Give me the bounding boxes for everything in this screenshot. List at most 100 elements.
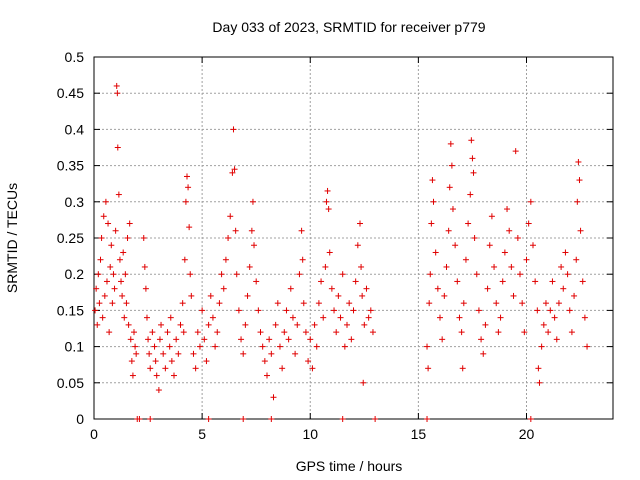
data-point: [98, 235, 105, 241]
data-point: [177, 321, 184, 328]
data-point: [574, 198, 581, 205]
x-tick-labels: 0 5 10 15 20: [90, 426, 534, 442]
data-point: [270, 394, 277, 401]
data-point: [251, 242, 258, 249]
data-point: [99, 314, 106, 321]
data-point: [111, 285, 118, 292]
data-point: [147, 365, 154, 372]
data-point: [96, 300, 103, 307]
data-point: [493, 300, 500, 307]
data-point: [300, 300, 307, 307]
data-point: [499, 278, 506, 285]
data-point: [365, 314, 372, 321]
data-point: [484, 285, 491, 292]
x-tick-label: 0: [90, 426, 98, 442]
data-point: [279, 365, 286, 372]
data-point: [501, 249, 508, 256]
data-point: [128, 358, 135, 365]
y-tick-label: 0.35: [57, 158, 84, 174]
data-point: [180, 329, 187, 336]
data-point: [235, 307, 242, 314]
y-tick-label: 0.25: [57, 230, 84, 246]
data-point: [182, 198, 189, 205]
y-tick-label: 0.05: [57, 375, 84, 391]
data-point: [446, 184, 453, 191]
data-point: [527, 198, 534, 205]
data-point: [201, 336, 208, 343]
data-point: [575, 158, 582, 165]
data-point: [129, 372, 136, 379]
data-point: [158, 321, 165, 328]
data-point: [437, 314, 443, 321]
data-point: [292, 350, 299, 357]
data-point: [517, 271, 524, 278]
y-tick-label: 0.1: [65, 339, 85, 355]
data-point: [119, 292, 126, 299]
data-point: [469, 155, 476, 162]
data-point: [350, 307, 357, 314]
data-point: [519, 300, 526, 307]
data-point: [160, 350, 167, 357]
data-point: [272, 321, 279, 328]
data-point: [311, 321, 318, 328]
data-point: [220, 285, 227, 292]
gridlines: [94, 57, 613, 419]
data-point: [358, 263, 365, 270]
data-point: [153, 372, 160, 379]
data-point: [268, 416, 275, 422]
data-point: [348, 336, 355, 343]
data-point: [229, 169, 236, 176]
data-point: [203, 358, 210, 365]
data-point: [106, 329, 113, 336]
data-point: [360, 379, 367, 386]
data-point: [214, 329, 221, 336]
data-point: [430, 198, 437, 205]
data-point: [205, 416, 212, 422]
data-point: [359, 292, 366, 299]
data-point: [225, 235, 232, 241]
data-point: [298, 227, 305, 234]
data-point: [549, 278, 556, 285]
data-point: [429, 177, 436, 184]
data-point: [187, 271, 194, 278]
data-point: [344, 321, 351, 328]
y-axis-label: SRMTID / TECUs: [4, 183, 20, 293]
data-point: [521, 329, 528, 336]
data-point: [261, 358, 268, 365]
data-point: [558, 263, 565, 270]
data-point: [307, 336, 314, 343]
data-point: [542, 300, 549, 307]
data-point: [568, 329, 575, 336]
data-point: [123, 300, 130, 307]
data-point: [372, 416, 379, 422]
data-point: [102, 198, 109, 205]
data-point: [168, 358, 175, 365]
data-point: [196, 343, 203, 350]
data-point: [491, 263, 498, 270]
x-tick-label: 20: [519, 426, 535, 442]
data-point: [339, 271, 346, 278]
data-point: [94, 321, 101, 328]
data-point: [110, 271, 117, 278]
data-point: [545, 329, 552, 336]
data-point: [560, 285, 567, 292]
data-point: [132, 343, 139, 350]
data-point: [309, 365, 316, 372]
data-point: [488, 213, 495, 220]
data-point: [432, 249, 439, 256]
data-point: [113, 82, 120, 89]
data-point: [230, 126, 237, 133]
data-point: [125, 321, 132, 328]
data-point: [424, 416, 431, 422]
data-point: [264, 372, 270, 379]
data-point: [95, 271, 102, 278]
data-point: [186, 224, 193, 231]
y-tick-label: 0.2: [65, 266, 85, 282]
y-tick-label: 0.5: [65, 49, 85, 65]
data-point: [369, 329, 376, 336]
data-point: [439, 336, 446, 343]
data-point: [155, 387, 162, 394]
data-point: [337, 314, 344, 321]
data-point: [268, 350, 275, 357]
